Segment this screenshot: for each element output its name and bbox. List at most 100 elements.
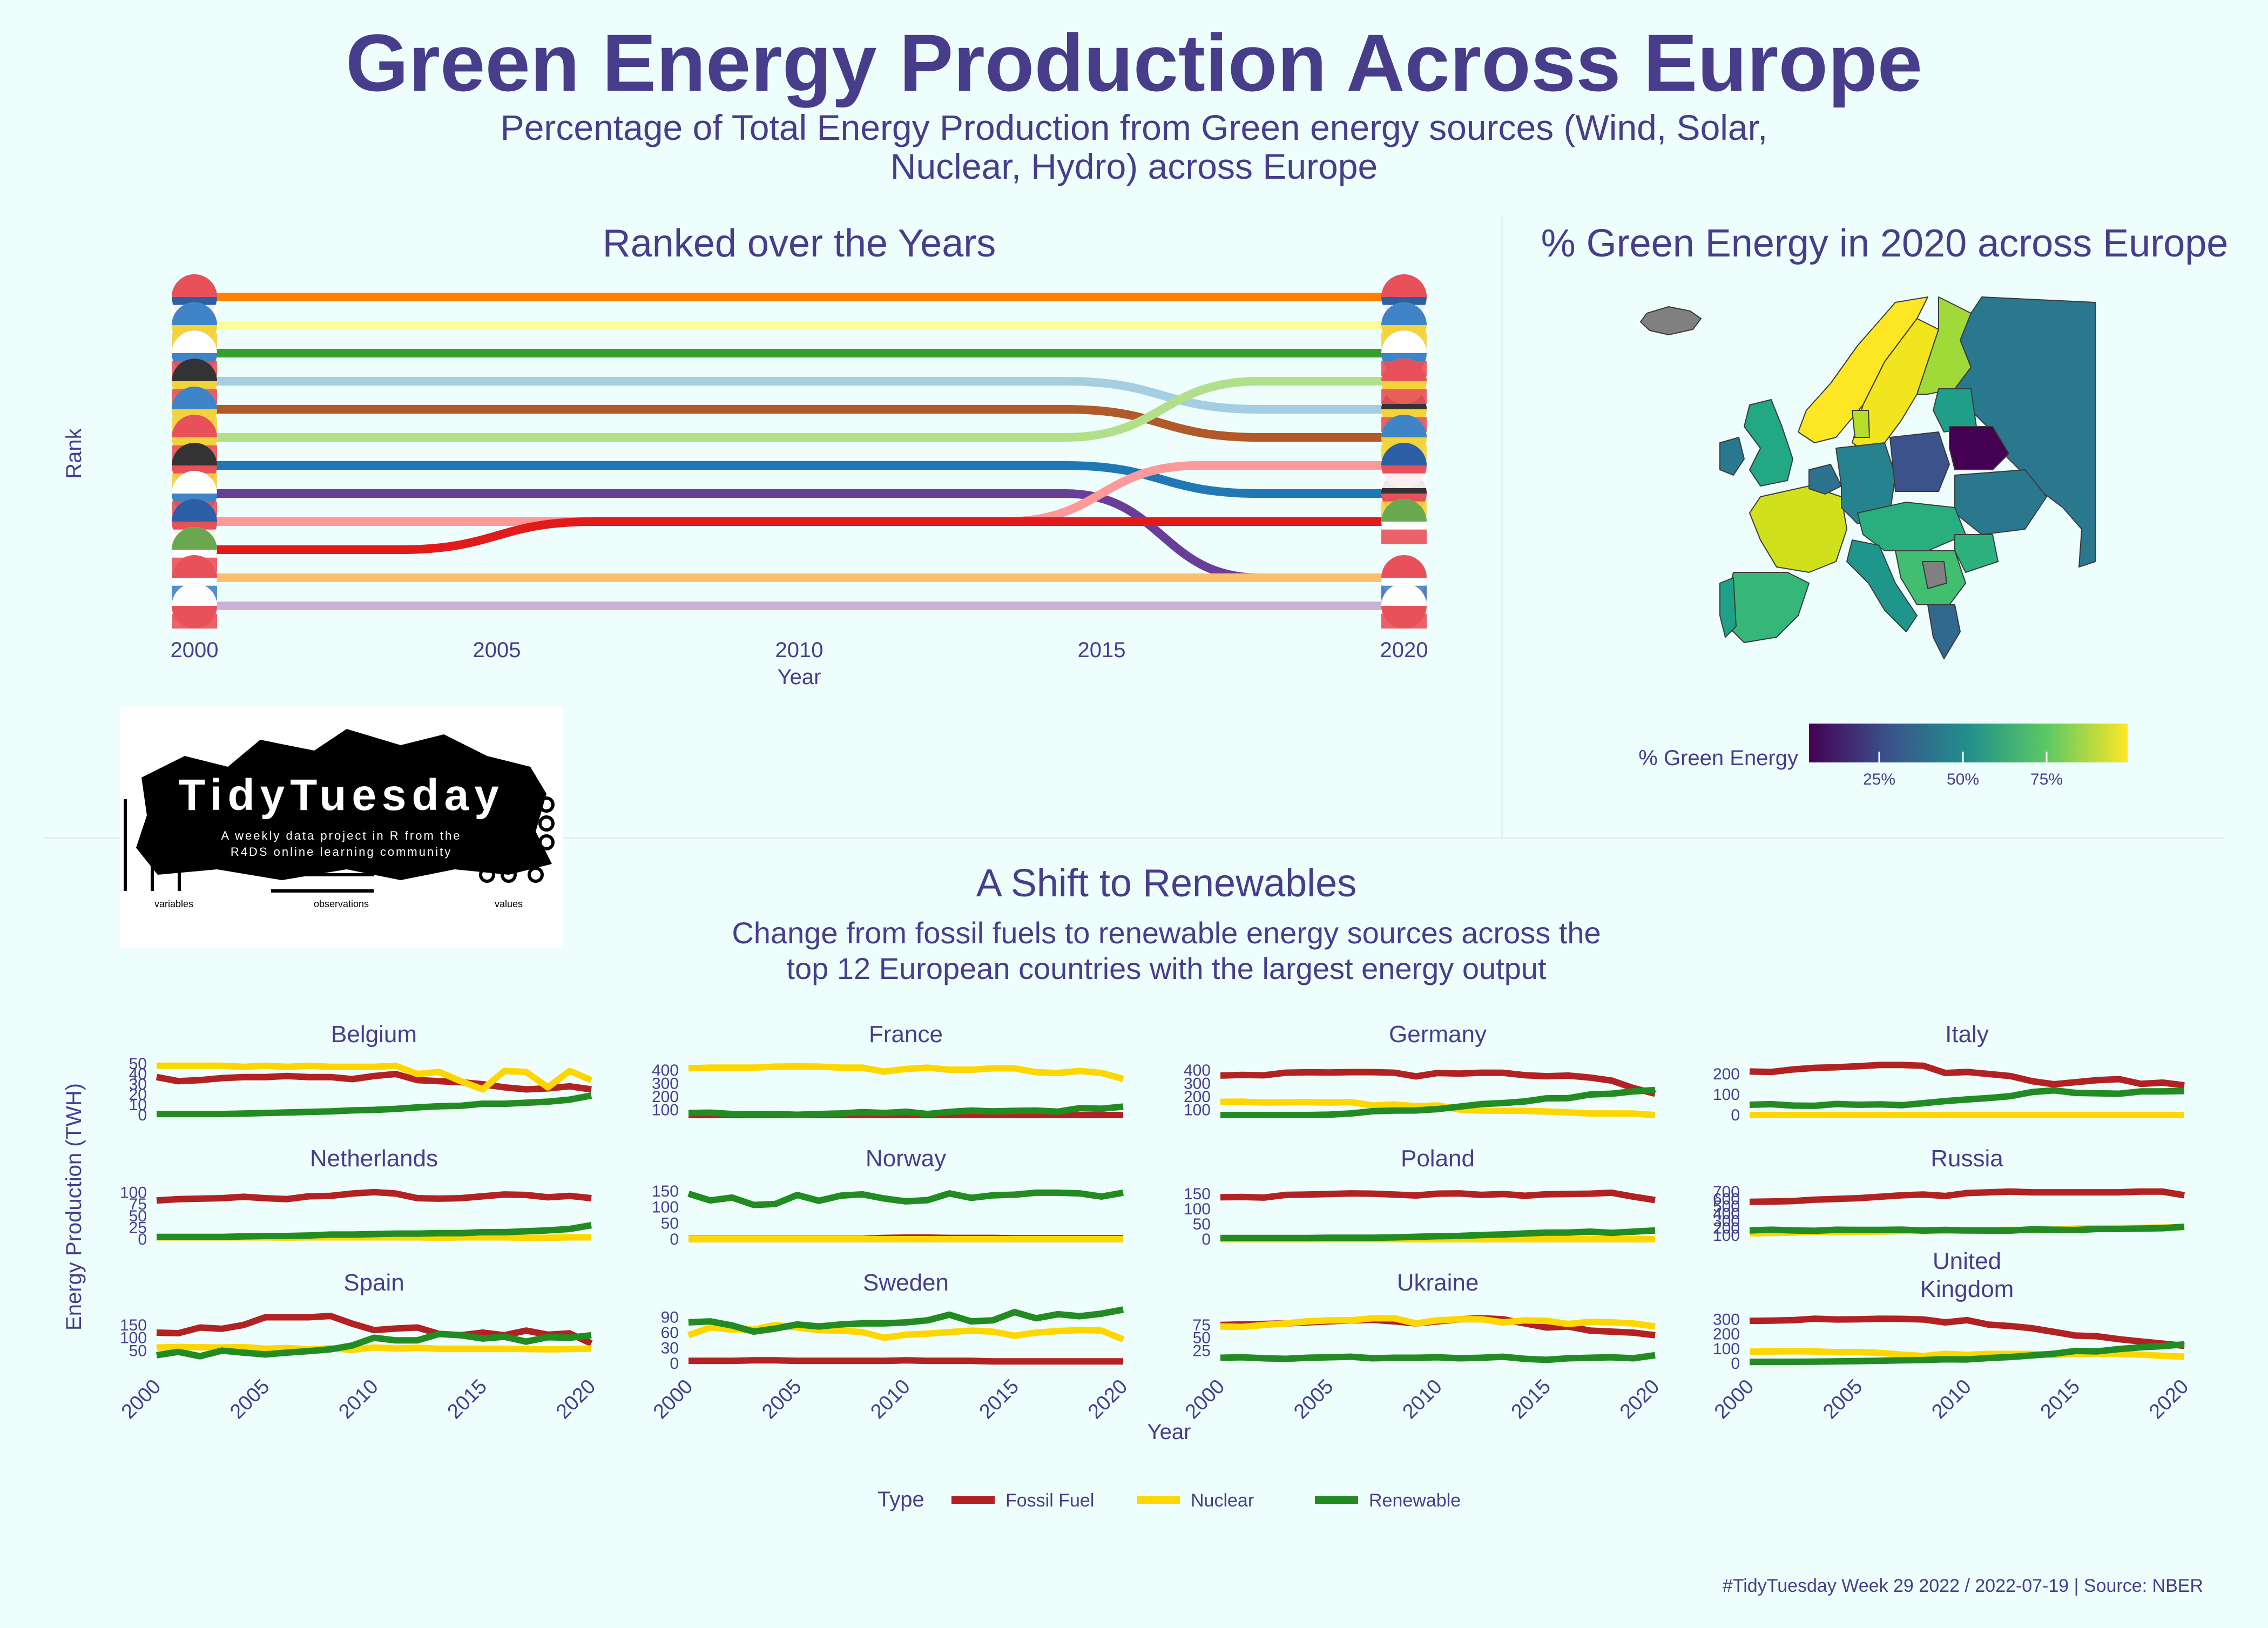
logo-arrows bbox=[124, 796, 555, 893]
facet-series-line bbox=[1220, 1315, 1656, 1330]
ranked-x-tick: 2015 bbox=[1078, 638, 1126, 662]
facet-y-tick: 150 bbox=[120, 1316, 147, 1334]
facet-series-line bbox=[1749, 1062, 2185, 1089]
facet-x-tick: 2005 bbox=[1819, 1375, 1867, 1423]
facet-y-tick: 50 bbox=[661, 1214, 679, 1232]
facet-series-line bbox=[157, 1092, 592, 1118]
map-legend-tick: 50% bbox=[1947, 771, 1979, 788]
flag-top bbox=[1381, 274, 1427, 297]
section-divider bbox=[43, 837, 2225, 839]
facet-series-line bbox=[687, 1189, 1124, 1208]
rank-line bbox=[194, 461, 1404, 498]
map-legend-colorbar bbox=[1809, 724, 2128, 762]
facet-y-tick: 200 bbox=[1713, 1065, 1740, 1083]
facet-y-tick: 500 bbox=[1713, 1198, 1740, 1215]
facet-x-tick: 2010 bbox=[334, 1375, 382, 1423]
facet-y-tick: 300 bbox=[652, 1075, 679, 1093]
map-iceland bbox=[1640, 306, 1702, 335]
facet-y-tick: 200 bbox=[1713, 1220, 1740, 1238]
facet-y-tick: 25 bbox=[129, 1219, 147, 1237]
facet-y-tick: 200 bbox=[1184, 1088, 1211, 1106]
facet-x-tick: 2000 bbox=[1710, 1375, 1758, 1423]
facet-series-line bbox=[157, 1222, 592, 1240]
facet-title: Ukraine bbox=[1397, 1269, 1479, 1296]
facet-series-line bbox=[1220, 1227, 1656, 1241]
flag-top bbox=[172, 330, 217, 353]
facet-x-tick: 2015 bbox=[1507, 1375, 1555, 1423]
facet-x-tick: 2015 bbox=[975, 1375, 1023, 1423]
page-subtitle: Percentage of Total Energy Production fr… bbox=[500, 107, 1768, 186]
facet-x-tick: 2010 bbox=[1927, 1375, 1975, 1423]
facet-y-tick: 0 bbox=[1731, 1106, 1740, 1124]
flag-top bbox=[172, 387, 217, 409]
facet-y-tick: 0 bbox=[138, 1106, 147, 1124]
flag-top bbox=[172, 415, 217, 437]
shift-title: A Shift to Renewables bbox=[976, 862, 1357, 905]
facet-x-tick: 2015 bbox=[443, 1375, 491, 1423]
facet-title-line: United bbox=[1933, 1248, 2001, 1274]
flag-top bbox=[172, 359, 217, 381]
flag-top bbox=[1381, 443, 1427, 465]
rank-line bbox=[194, 489, 1404, 582]
facet-y-tick: 100 bbox=[1184, 1200, 1211, 1218]
map-poland bbox=[1889, 431, 1950, 492]
shift-subtitle-line: top 12 European countries with the large… bbox=[786, 951, 1547, 985]
flag-band bbox=[172, 613, 217, 629]
flag-top bbox=[172, 555, 217, 578]
facet-y-tick: 25 bbox=[1193, 1342, 1211, 1360]
facet-x-tick: 2000 bbox=[117, 1375, 165, 1423]
logo-label: variables bbox=[154, 899, 193, 909]
flag-top bbox=[1381, 499, 1427, 522]
flag-band bbox=[1381, 529, 1427, 544]
facet-title: Italy bbox=[1945, 1021, 1989, 1048]
facet-y-tick: 100 bbox=[652, 1101, 679, 1119]
facet-y-tick: 100 bbox=[120, 1184, 147, 1202]
map-italy bbox=[1846, 539, 1918, 632]
facet-title: Norway bbox=[866, 1145, 946, 1172]
europe-choropleth-map: % Green Energy 25% 50% 75% bbox=[1638, 296, 2128, 788]
flag-top bbox=[1381, 359, 1427, 381]
facet-y-tick: 50 bbox=[129, 1207, 147, 1225]
facet-y-tick: 0 bbox=[138, 1231, 147, 1248]
flag-top bbox=[1381, 555, 1427, 578]
logo-title: TidyTuesday bbox=[178, 771, 504, 820]
map-ukraine bbox=[1954, 469, 2047, 535]
italy-flag-icon bbox=[1381, 499, 1427, 544]
rank-line bbox=[194, 377, 1404, 442]
facet-y-tick: 100 bbox=[1184, 1101, 1211, 1119]
page-title: Green Energy Production Across Europe bbox=[345, 17, 1923, 108]
map-spain bbox=[1727, 572, 1810, 643]
facet-series-line bbox=[157, 1062, 593, 1093]
facet-y-tick: 150 bbox=[652, 1183, 679, 1200]
flag-top bbox=[172, 302, 217, 325]
facet-series-line bbox=[688, 1103, 1124, 1118]
map-belgium-netherlands bbox=[1808, 464, 1842, 495]
facet-y-tick: 100 bbox=[1713, 1340, 1740, 1358]
facet-y-tick: 10 bbox=[129, 1096, 147, 1114]
logo-brush-stroke bbox=[136, 729, 552, 880]
facet-y-tick: 40 bbox=[129, 1065, 147, 1083]
facet-x-tick: 2020 bbox=[1616, 1375, 1664, 1423]
logo-label: values bbox=[495, 899, 523, 909]
facet-series-line bbox=[156, 1071, 592, 1093]
facet-y-tick: 400 bbox=[652, 1062, 679, 1079]
facet-series-line bbox=[156, 1330, 592, 1360]
map-belarus bbox=[1949, 426, 2009, 470]
map-uk bbox=[1744, 399, 1793, 487]
facet-series-line bbox=[156, 1313, 593, 1347]
facet-y-tick: 75 bbox=[129, 1195, 147, 1213]
facet-y-tick: 150 bbox=[1184, 1185, 1211, 1203]
facet-x-tick: 2010 bbox=[866, 1375, 914, 1423]
flag-band bbox=[1381, 613, 1427, 629]
facet-panel: Italy 0 100 200 bbox=[1713, 1021, 2185, 1124]
facet-y-tick: 300 bbox=[1713, 1311, 1740, 1329]
map-central-europe bbox=[1857, 502, 1966, 551]
map-portugal bbox=[1719, 577, 1737, 638]
facet-series-line bbox=[1749, 1087, 2185, 1109]
map-baltics bbox=[1933, 388, 1977, 433]
facet-series-line bbox=[1220, 1098, 1656, 1118]
